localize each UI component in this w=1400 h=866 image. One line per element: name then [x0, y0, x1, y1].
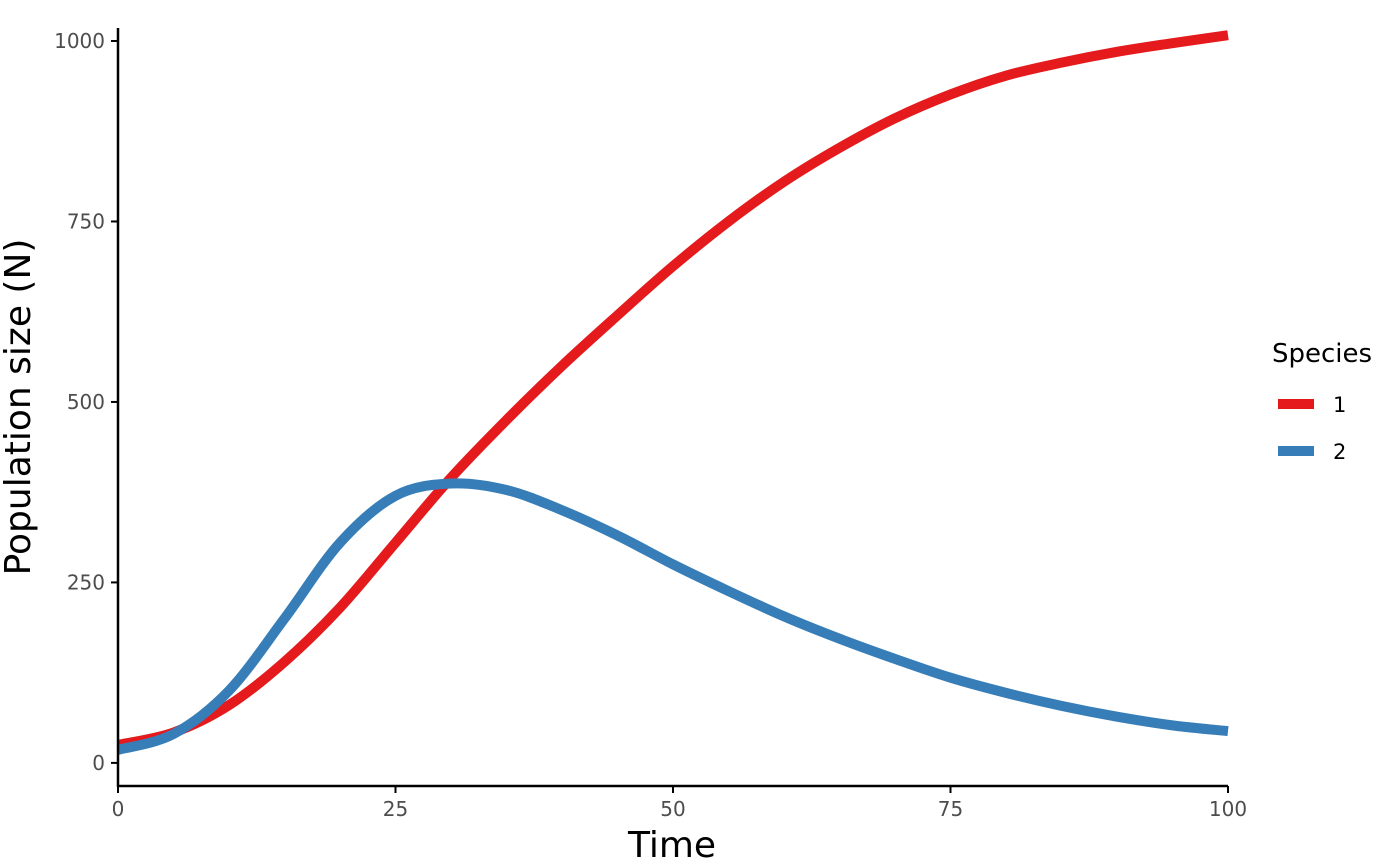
legend-item-2: 2: [1278, 440, 1346, 464]
series-line-2: [116, 478, 1229, 755]
x-tick-label: 75: [938, 797, 963, 821]
y-tick-label: 1000: [54, 29, 105, 53]
x-tick-label: 100: [1209, 797, 1247, 821]
y-tick-label: 250: [67, 570, 105, 594]
x-axis-ticks: 0 25 50 75 100: [112, 786, 1247, 821]
x-axis-title: Time: [627, 825, 716, 866]
x-tick-label: 0: [112, 797, 125, 821]
y-axis-ticks: 0 250 500 750 1000: [54, 29, 118, 775]
legend-label: 2: [1333, 440, 1346, 464]
y-tick-label: 500: [67, 390, 105, 414]
x-tick-label: 50: [660, 797, 685, 821]
plot-lines: [116, 30, 1229, 755]
y-tick-label: 750: [67, 209, 105, 233]
legend-item-1: 1: [1278, 393, 1346, 417]
y-axis-title: Population size (N): [0, 239, 39, 576]
x-tick-label: 25: [383, 797, 408, 821]
y-tick-label: 0: [92, 751, 105, 775]
legend-items: 12: [1278, 393, 1346, 464]
legend-label: 1: [1333, 393, 1346, 417]
series-line-1: [116, 30, 1229, 750]
legend-title: Species: [1272, 339, 1372, 369]
legend: Species 12: [1272, 339, 1372, 464]
